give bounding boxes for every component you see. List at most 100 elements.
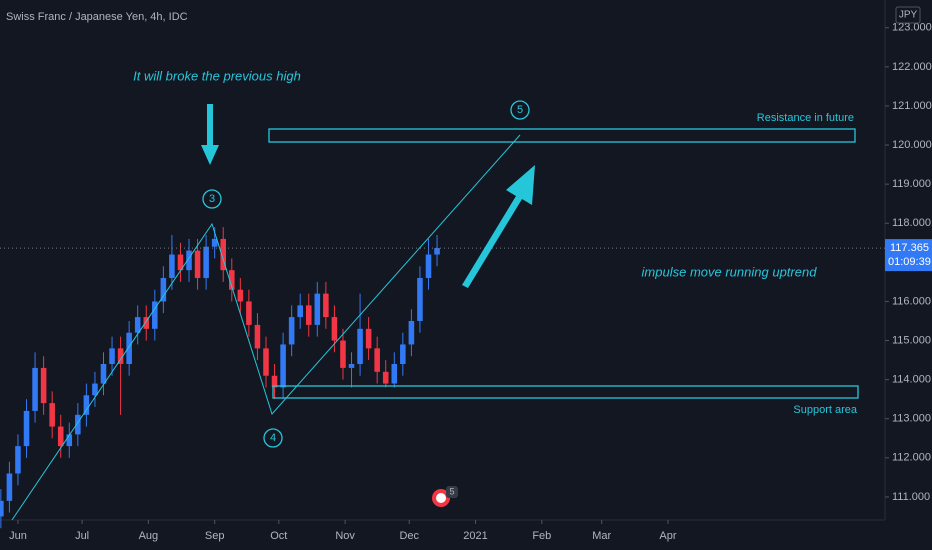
candle-body <box>314 293 321 325</box>
y-tick-label: 121.000 <box>892 100 932 112</box>
x-tick-label: Dec <box>399 530 419 542</box>
candle-body <box>323 293 329 318</box>
candle-body <box>374 348 380 372</box>
candle-body <box>203 246 209 278</box>
wave-label: 4 <box>270 432 276 444</box>
x-tick-label: Feb <box>532 530 551 542</box>
candle-body <box>229 270 235 290</box>
y-tick-label: 115.000 <box>892 334 931 346</box>
candle-body <box>348 364 355 368</box>
candle-body <box>6 473 13 501</box>
candle-body <box>32 367 38 411</box>
candle-body <box>92 383 98 396</box>
last-price-label: 117.365 <box>890 242 929 254</box>
wave-circle <box>202 189 222 209</box>
candle-body <box>177 254 184 271</box>
candle-body <box>305 305 312 325</box>
annotation: impulse move running uptrend <box>642 264 818 279</box>
candle-body <box>40 367 47 404</box>
candle-body <box>109 348 115 364</box>
y-tick-label: 113.000 <box>892 413 931 425</box>
candle-body <box>271 375 278 388</box>
candle-body <box>160 277 167 302</box>
currency-badge <box>895 6 921 24</box>
y-tick-label: 111.000 <box>892 491 930 503</box>
up-arrow <box>462 165 535 288</box>
y-tick-label: 122.000 <box>892 61 932 73</box>
y-tick-label: 114.000 <box>892 374 931 386</box>
wave-circle <box>263 428 283 448</box>
candle-body <box>100 364 107 384</box>
candle-body <box>280 344 286 388</box>
x-tick-label: Oct <box>270 530 287 542</box>
candle-body <box>220 238 227 271</box>
y-tick-label: 123.000 <box>892 22 932 34</box>
candle-body <box>246 301 252 325</box>
candle-body <box>263 348 269 376</box>
currency: JPY <box>899 10 918 21</box>
resistance-box <box>268 128 856 143</box>
candle-body <box>134 317 141 333</box>
candle-body <box>23 410 30 447</box>
symbol-title: Swiss Franc / Japanese Yen, 4h, IDC <box>6 11 188 23</box>
candle-body <box>331 317 338 341</box>
candle-body <box>237 289 244 302</box>
candle-body <box>66 434 73 447</box>
candle-body <box>297 305 303 318</box>
candle-body <box>417 277 423 321</box>
candle-body <box>126 332 132 364</box>
down-arrow <box>201 104 219 165</box>
candle-body <box>194 250 201 278</box>
candle-body <box>434 248 440 255</box>
candle-body <box>400 344 406 364</box>
y-tick-label: 120.000 <box>892 139 932 151</box>
candle-body <box>169 254 175 278</box>
event-icon-inner <box>436 493 446 503</box>
x-tick-label: Sep <box>205 530 225 542</box>
candle-body <box>288 317 295 345</box>
wave-label: 5 <box>517 104 523 116</box>
candle-body <box>357 328 363 364</box>
candle-body <box>382 371 389 384</box>
candle-body <box>152 301 158 329</box>
candle-body <box>340 340 346 368</box>
y-tick-label: 116.000 <box>892 295 931 307</box>
last-price-tag <box>885 239 932 272</box>
candle-body <box>186 250 192 271</box>
x-tick-label: Jun <box>9 530 27 542</box>
candle-body <box>117 348 124 364</box>
candle-body <box>365 328 372 349</box>
candle-body <box>49 403 55 427</box>
annotation: Resistance in future <box>757 112 854 124</box>
candles <box>0 227 885 529</box>
candle-body <box>391 364 398 384</box>
y-tick-label: 118.000 <box>892 217 931 229</box>
candle-body <box>408 320 415 345</box>
x-tick-label: Jul <box>75 530 89 542</box>
x-tick-label: 2021 <box>463 530 487 542</box>
candle-body <box>83 395 90 415</box>
x-tick-label: Mar <box>592 530 611 542</box>
badge-count: 5 <box>449 486 454 496</box>
countdown: 01:09:39 <box>888 256 931 268</box>
candle-body <box>254 324 261 349</box>
support-box <box>272 385 859 399</box>
x-tick-label: Apr <box>659 530 676 542</box>
wave-circle <box>510 100 530 120</box>
candle-body <box>211 238 218 247</box>
x-tick-label: Aug <box>139 530 159 542</box>
candle-body <box>57 426 64 447</box>
annotation: Support area <box>793 404 857 416</box>
wave-lines <box>11 134 521 521</box>
x-tick-label: Nov <box>335 530 355 542</box>
badge <box>446 486 458 498</box>
candle-body <box>0 500 4 517</box>
candle-body <box>75 414 81 435</box>
candle-body <box>15 446 21 474</box>
annotation: It will broke the previous high <box>133 68 301 83</box>
candle-body <box>143 317 150 329</box>
y-tick-label: 112.000 <box>892 452 931 464</box>
candle-body <box>425 254 432 278</box>
